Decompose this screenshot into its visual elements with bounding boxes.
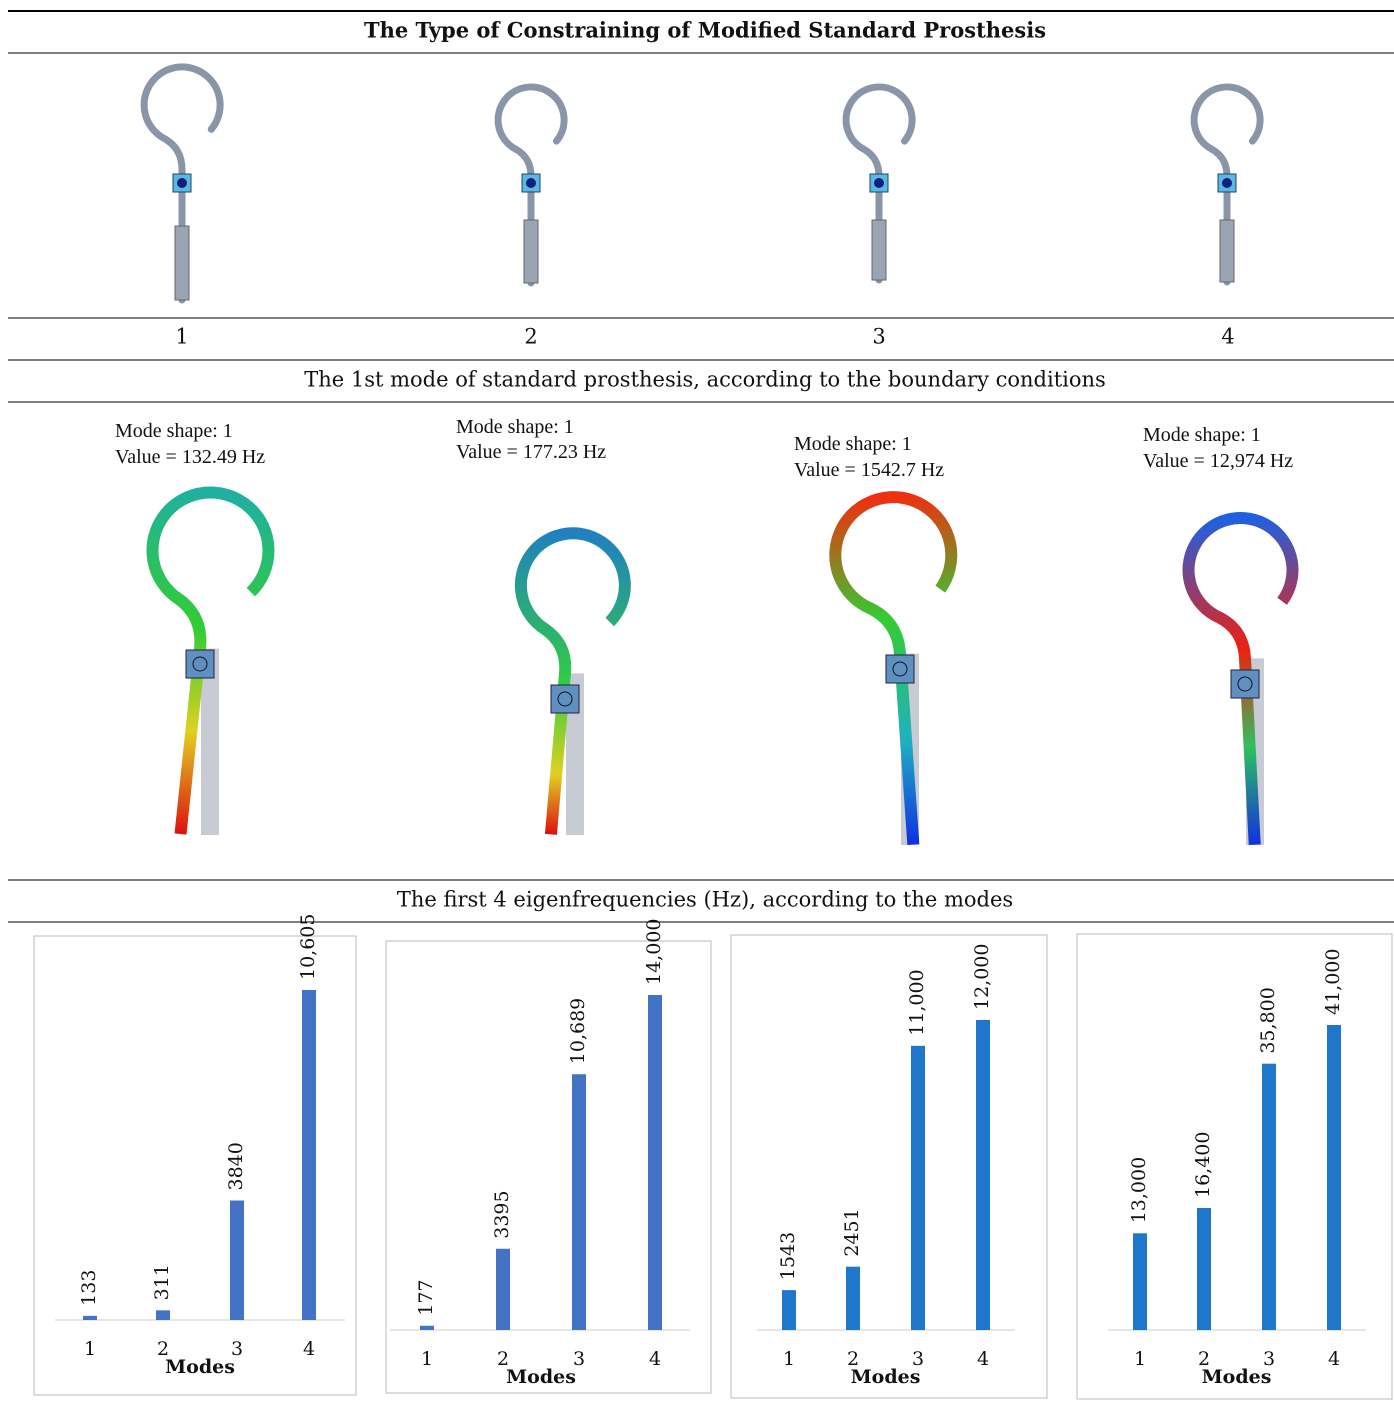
mode-block — [1231, 670, 1259, 698]
prosthesis-pin — [526, 178, 536, 188]
value-label: 1543 — [777, 1232, 799, 1280]
value-label: 35,800 — [1257, 987, 1279, 1053]
value-label: 3840 — [225, 1142, 247, 1190]
mode-value: Value = 177.23 Hz — [456, 441, 606, 463]
value-label: 10,689 — [567, 998, 589, 1064]
column-label: 3 — [872, 325, 885, 349]
prosthesis-pin — [177, 178, 187, 188]
prosthesis-pin — [1222, 178, 1232, 188]
x-tick-label: 4 — [649, 1348, 661, 1370]
x-axis-title: Modes — [506, 1366, 576, 1388]
chart-frame — [386, 941, 711, 1393]
x-tick-label: 1 — [1134, 1348, 1146, 1370]
bar — [1197, 1208, 1211, 1330]
prosthesis-cylinder — [872, 220, 886, 280]
mode-block — [551, 685, 579, 713]
section-title: The first 4 eigenfrequencies (Hz), accor… — [397, 888, 1013, 912]
page: The Type of Constraining of Modified Sta… — [0, 0, 1394, 1412]
bar — [496, 1249, 510, 1330]
x-axis-title: Modes — [851, 1366, 921, 1388]
x-tick-label: 4 — [977, 1348, 989, 1370]
bar — [572, 1074, 586, 1330]
bar — [302, 990, 316, 1320]
table-title: The Type of Constraining of Modified Sta… — [364, 18, 1046, 43]
x-tick-label: 1 — [84, 1338, 96, 1360]
value-label: 41,000 — [1322, 949, 1344, 1015]
bar — [911, 1046, 925, 1330]
bar — [156, 1310, 170, 1320]
mode-label: Mode shape: 1 — [1143, 424, 1261, 446]
bar — [846, 1267, 860, 1330]
bar — [83, 1316, 97, 1320]
mode-value: Value = 12,974 Hz — [1143, 450, 1293, 472]
x-tick-label: 1 — [421, 1348, 433, 1370]
section-title: The 1st mode of standard prosthesis, acc… — [304, 368, 1106, 392]
column-label: 1 — [175, 325, 188, 349]
bar — [1327, 1025, 1341, 1330]
mode-value: Value = 132.49 Hz — [115, 446, 265, 468]
mode-label: Mode shape: 1 — [456, 416, 574, 438]
bar — [1262, 1064, 1276, 1330]
mode-label: Mode shape: 1 — [794, 433, 912, 455]
x-tick-label: 1 — [783, 1348, 795, 1370]
prosthesis-pin — [874, 178, 884, 188]
bar — [976, 1020, 990, 1330]
value-label: 13,000 — [1128, 1157, 1150, 1223]
x-tick-label: 4 — [1328, 1348, 1340, 1370]
value-label: 12,000 — [971, 944, 993, 1010]
value-label: 2451 — [841, 1208, 863, 1256]
value-label: 177 — [415, 1279, 437, 1315]
bar — [648, 995, 662, 1330]
x-tick-label: 4 — [303, 1338, 315, 1360]
column-label: 2 — [524, 325, 537, 349]
value-label: 14,000 — [643, 919, 665, 985]
bar — [782, 1290, 796, 1330]
prosthesis-cylinder — [175, 226, 189, 300]
value-label: 3395 — [491, 1190, 513, 1238]
mode-value: Value = 1542.7 Hz — [794, 459, 944, 481]
chart-frame — [1077, 934, 1392, 1399]
mode-label: Mode shape: 1 — [115, 420, 233, 442]
mode-shape — [499, 529, 629, 839]
bar — [1133, 1233, 1147, 1330]
bar — [420, 1326, 434, 1330]
value-label: 10,605 — [297, 914, 319, 980]
prosthesis-cylinder — [524, 220, 538, 283]
x-axis-title: Modes — [165, 1356, 235, 1378]
mode-block — [186, 650, 214, 678]
value-label: 11,000 — [906, 969, 928, 1035]
value-label: 133 — [78, 1270, 100, 1306]
chart-frame — [731, 935, 1047, 1398]
prosthesis-cylinder — [1220, 220, 1234, 282]
value-label: 311 — [151, 1264, 173, 1300]
mode-block — [886, 655, 914, 683]
column-label: 4 — [1221, 325, 1234, 349]
x-axis-title: Modes — [1202, 1366, 1272, 1388]
bar — [230, 1201, 244, 1320]
value-label: 16,400 — [1192, 1132, 1214, 1198]
